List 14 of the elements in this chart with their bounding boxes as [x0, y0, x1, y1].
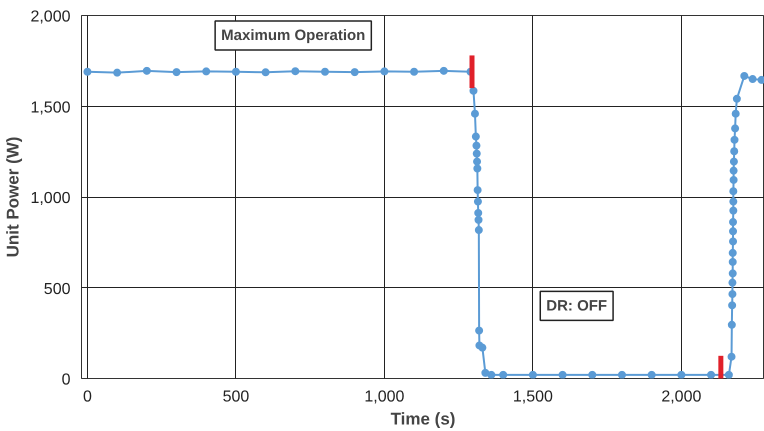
y-tick-label: 1,500 — [30, 99, 71, 116]
annotation: Maximum Operation — [221, 26, 366, 44]
x-tick-label: 500 — [222, 388, 250, 406]
y-tick-label: 0 — [62, 372, 71, 388]
x-axis-title: Time (s) — [390, 410, 456, 428]
y-tick-label: 500 — [44, 280, 71, 298]
y-axis-title: Unit Power (W) — [3, 136, 22, 258]
annotation: DR: OFF — [546, 297, 608, 314]
x-tick-label: 1,000 — [364, 388, 405, 406]
x-tick-label: 2,000 — [661, 388, 702, 406]
y-tick-label: 2,000 — [30, 8, 71, 26]
x-tick-label: 1,500 — [512, 388, 553, 406]
y-tick-label: 1,000 — [30, 190, 71, 207]
x-tick-label: 0 — [82, 388, 92, 406]
